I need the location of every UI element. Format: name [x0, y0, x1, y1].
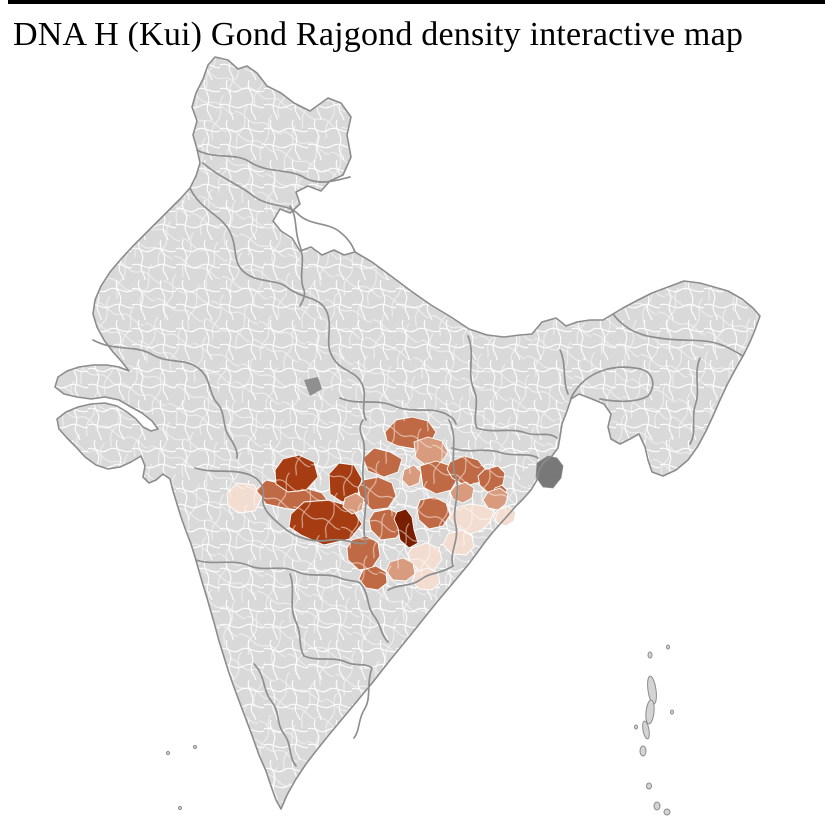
state-border-line	[253, 663, 297, 767]
state-border-line	[476, 427, 558, 439]
island	[646, 782, 652, 790]
india-coast-outline	[54, 56, 761, 810]
top-border-bar	[8, 0, 825, 4]
state-border-line	[195, 559, 361, 584]
island	[647, 651, 653, 659]
state-border-line	[289, 205, 306, 307]
state-border-line	[612, 313, 744, 357]
state-border-line	[467, 335, 478, 429]
page-title: DNA H (Kui) Gond Rajgond density interac…	[13, 16, 744, 53]
island	[639, 745, 647, 757]
state-border-line	[359, 582, 389, 643]
island	[670, 709, 674, 715]
state-border-line	[359, 419, 367, 544]
state-border-line	[387, 565, 454, 591]
state-border-line	[92, 339, 238, 459]
border-junction-knots	[304, 377, 322, 396]
district-borders-mesh-overlay	[55, 57, 760, 809]
island	[178, 806, 182, 810]
island	[645, 699, 655, 725]
island	[193, 745, 197, 749]
state-border-line	[689, 357, 701, 445]
state-border-line	[353, 667, 373, 739]
state-border-line	[559, 349, 569, 395]
island	[642, 720, 650, 740]
state-border-line	[189, 187, 289, 289]
state-border-line	[289, 573, 305, 657]
island	[666, 644, 670, 650]
state-border-line	[451, 447, 539, 459]
island	[663, 808, 671, 816]
island	[634, 724, 638, 730]
state-border-line	[202, 162, 356, 253]
state-border-line	[287, 287, 367, 421]
state-border-line	[448, 419, 459, 567]
island	[166, 751, 170, 755]
island	[653, 801, 661, 811]
andaman-nicobar-lakshadweep-islands	[166, 644, 674, 816]
state-border-line	[194, 467, 367, 545]
sundarbans-delta-patch	[535, 455, 564, 489]
border-knot	[304, 377, 322, 396]
state-border-line	[303, 655, 373, 669]
state-border-line	[570, 366, 654, 403]
state-border-line	[339, 397, 457, 425]
